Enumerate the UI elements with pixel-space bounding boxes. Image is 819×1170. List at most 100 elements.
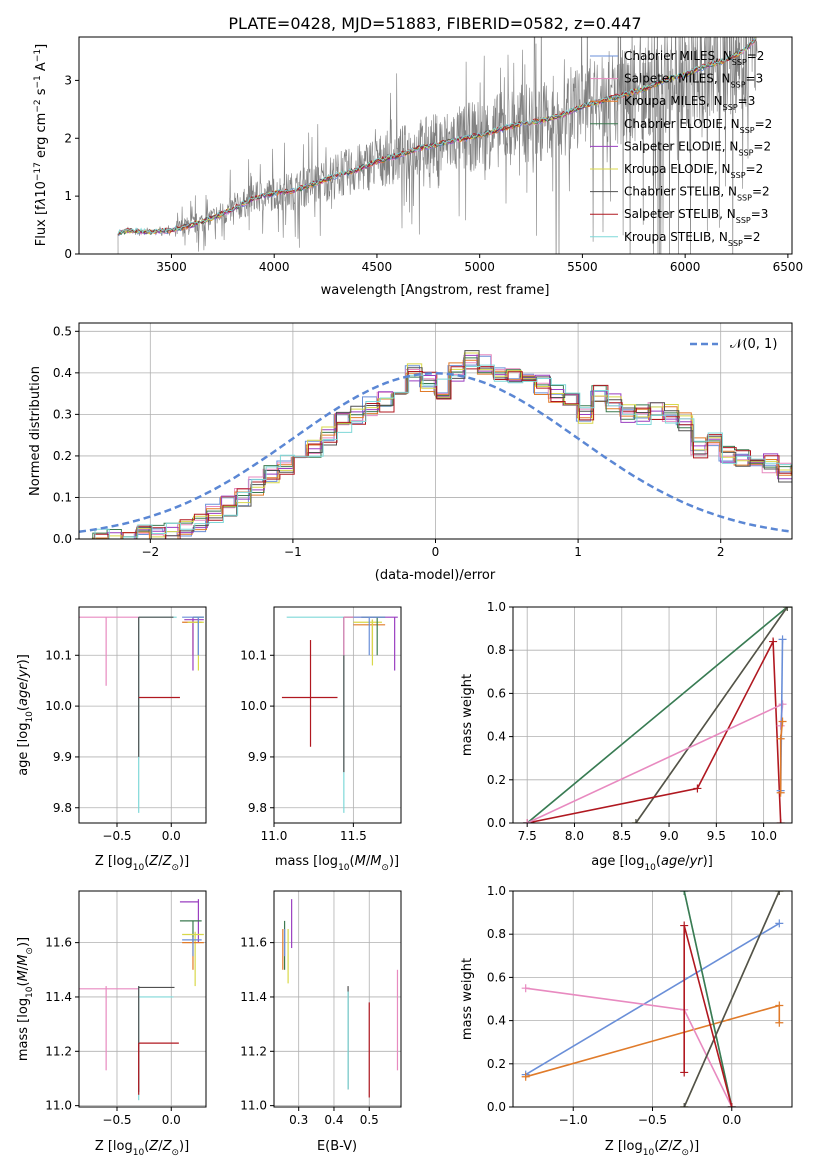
legend-tail: =2 bbox=[747, 49, 765, 63]
y-tick-label: 9.8 bbox=[248, 801, 267, 815]
mass-vs-ebv-panel: 0.3 0.4 0.5 11.0 11.2 11.4 11.6 E(B-V) bbox=[240, 890, 402, 1154]
chabrier_stelib-point-marker bbox=[631, 819, 640, 823]
legend-subscript: SSP bbox=[737, 193, 752, 202]
chabrier_miles-point-marker bbox=[775, 919, 784, 928]
chabrier_miles-legend-label: Chabrier MILES, NSSP=2 bbox=[624, 49, 764, 67]
mass-weight-vs-Z-panel: −1.0 −0.5 0.0 0.0 0.2 0.4 0.6 0.8 1.0 Z [log10(Z… bbox=[460, 884, 793, 1158]
kroupa_stelib-legend-label: Kroupa STELIB, NSSP=2 bbox=[624, 230, 761, 248]
legend-subscript: SSP bbox=[723, 103, 738, 112]
y-tick-label: 10.0 bbox=[240, 699, 267, 713]
salpeter_miles-point-marker bbox=[521, 984, 530, 993]
y-tick-label: 0.1 bbox=[53, 490, 72, 504]
salpeter_stelib-point-marker bbox=[680, 1068, 689, 1077]
x-tick-label: 9.0 bbox=[660, 829, 679, 843]
y-tick-label: 0.4 bbox=[487, 730, 506, 744]
x-tick-label: 0.3 bbox=[289, 1113, 308, 1127]
y-tick-label: 11.6 bbox=[240, 936, 267, 950]
chabrier_miles-point-marker bbox=[778, 635, 787, 644]
legend-tail: =3 bbox=[751, 207, 769, 221]
y-tick-label: 10.0 bbox=[45, 699, 72, 713]
y-tick-label: 10.1 bbox=[45, 648, 72, 662]
y-tick-label: 9.9 bbox=[248, 750, 267, 764]
chabrier_stelib-point-marker bbox=[783, 607, 792, 611]
spectrum-xlabel: wavelength [Angstrom, rest frame] bbox=[321, 283, 550, 298]
legend-subscript: SSP bbox=[731, 80, 746, 89]
salpeter_miles-point-marker bbox=[523, 819, 532, 823]
x-tick-label: 11.0 bbox=[261, 829, 288, 843]
normal-legend-label: 𝒩(0, 1) bbox=[730, 337, 777, 352]
y-tick-label: 0.2 bbox=[487, 1057, 506, 1071]
legend-tail: =3 bbox=[738, 94, 756, 108]
y-tick-label: 0.6 bbox=[487, 970, 506, 984]
ageZ-xlabel: Z [log10(Z/Z⊙)] bbox=[95, 854, 189, 873]
mwAge-xlabel: age [log10(age/yr)] bbox=[591, 854, 713, 873]
y-tick-label: 9.9 bbox=[53, 750, 72, 764]
y-tick-label: 0.4 bbox=[53, 366, 72, 380]
x-tick-label: 9.5 bbox=[707, 829, 726, 843]
y-tick-label: 0.2 bbox=[53, 449, 72, 463]
legend-tail: =2 bbox=[743, 230, 761, 244]
mwAge-ylabel: mass weight bbox=[460, 674, 475, 756]
salpeter_stelib-residual-histogram bbox=[80, 366, 792, 539]
salpeter_stelib-legend-label: Salpeter STELIB, NSSP=3 bbox=[624, 207, 768, 225]
massZ-xlabel: Z [log10(Z/Z⊙)] bbox=[95, 1139, 189, 1158]
salpeter_stelib-point-marker bbox=[776, 819, 785, 823]
y-tick-label: 10.1 bbox=[240, 648, 267, 662]
legend-subscript: SSP bbox=[728, 238, 743, 247]
chabrier_elodie-legend-label: Chabrier ELODIE, NSSP=2 bbox=[624, 117, 772, 135]
salpeter_stelib-point-marker bbox=[769, 637, 778, 646]
y-tick-label: 1.0 bbox=[487, 884, 506, 898]
x-tick-label: −0.5 bbox=[638, 1113, 667, 1127]
residual-histogram-panel: −2 −1 0 1 2 0.0 0.1 0.2 0.3 0.4 0.5 (data-model)/e… bbox=[28, 322, 793, 583]
salpeter_stelib-point-marker bbox=[693, 784, 702, 793]
chabrier_elodie-series-line bbox=[683, 891, 733, 1107]
chabrier_stelib-point-marker bbox=[775, 891, 784, 895]
y-tick-label: 0.0 bbox=[53, 532, 72, 546]
residual-ylabel: Normed distribution bbox=[28, 366, 43, 496]
massZ-ylabel: mass [log10(M/M⊙)] bbox=[16, 937, 35, 1061]
x-tick-label: 0.0 bbox=[162, 1113, 181, 1127]
x-tick-label: 0.4 bbox=[324, 1113, 343, 1127]
y-tick-label: 0.8 bbox=[487, 643, 506, 657]
legend-tail: =2 bbox=[746, 162, 764, 176]
y-tick-label: 11.6 bbox=[45, 936, 72, 950]
x-tick-label: 8.0 bbox=[565, 829, 584, 843]
spectrum-ylabel: Flux [fλ10−17 erg cm−2 s−1 A−1] bbox=[33, 44, 49, 246]
x-tick-label: 2 bbox=[717, 545, 725, 559]
x-tick-label: 6000 bbox=[670, 260, 701, 274]
y-tick-label: 11.0 bbox=[45, 1099, 72, 1113]
x-tick-label: −1 bbox=[284, 545, 302, 559]
chabrier_miles-series-line bbox=[525, 922, 780, 1076]
x-tick-label: 0.0 bbox=[722, 1113, 741, 1127]
x-tick-label: 0.5 bbox=[360, 1113, 379, 1127]
y-tick-label: 0.3 bbox=[53, 407, 72, 421]
y-tick-label: 2 bbox=[64, 131, 72, 145]
y-tick-label: 11.4 bbox=[240, 990, 267, 1004]
kroupa_miles-point-marker bbox=[775, 1018, 784, 1027]
y-tick-label: 0.8 bbox=[487, 927, 506, 941]
legend-subscript: SSP bbox=[731, 171, 746, 180]
mass-vs-Z-panel: −0.5 0.011.011.211.411.6 Z [log10(Z/Z⊙)] … bbox=[16, 890, 207, 1158]
y-tick-label: 0.0 bbox=[487, 816, 506, 830]
x-tick-label: 6500 bbox=[773, 260, 804, 274]
mwZ-ylabel: mass weight bbox=[460, 958, 475, 1040]
y-tick-label: 1 bbox=[64, 189, 72, 203]
age-vs-Z-panel: −0.5 0.0 9.8 9.9 10.0 10.1 Z [log10(Z/Z⊙)] ag… bbox=[16, 606, 207, 873]
x-tick-label: 4500 bbox=[362, 260, 393, 274]
x-tick-label: 3500 bbox=[156, 260, 187, 274]
chabrier_elodie-point-marker bbox=[680, 891, 689, 895]
y-tick-label: 0.0 bbox=[487, 1100, 506, 1114]
kroupa_miles-legend-label: Kroupa MILES, NSSP=3 bbox=[624, 94, 755, 112]
x-tick-label: 11.5 bbox=[340, 829, 367, 843]
legend-subscript: SSP bbox=[738, 148, 753, 157]
legend-tail: =3 bbox=[746, 72, 764, 86]
legend-tail: =2 bbox=[753, 139, 771, 153]
kroupa_stelib-residual-histogram bbox=[80, 364, 792, 539]
kroupa_miles-point-marker bbox=[776, 788, 785, 797]
legend-tail: =2 bbox=[755, 117, 773, 131]
x-tick-label: 0.0 bbox=[162, 829, 181, 843]
y-tick-label: 0 bbox=[64, 247, 72, 261]
kroupa_miles-point-marker bbox=[775, 1001, 784, 1010]
salpeter_miles-legend-label: Salpeter MILES, NSSP=3 bbox=[624, 72, 763, 90]
